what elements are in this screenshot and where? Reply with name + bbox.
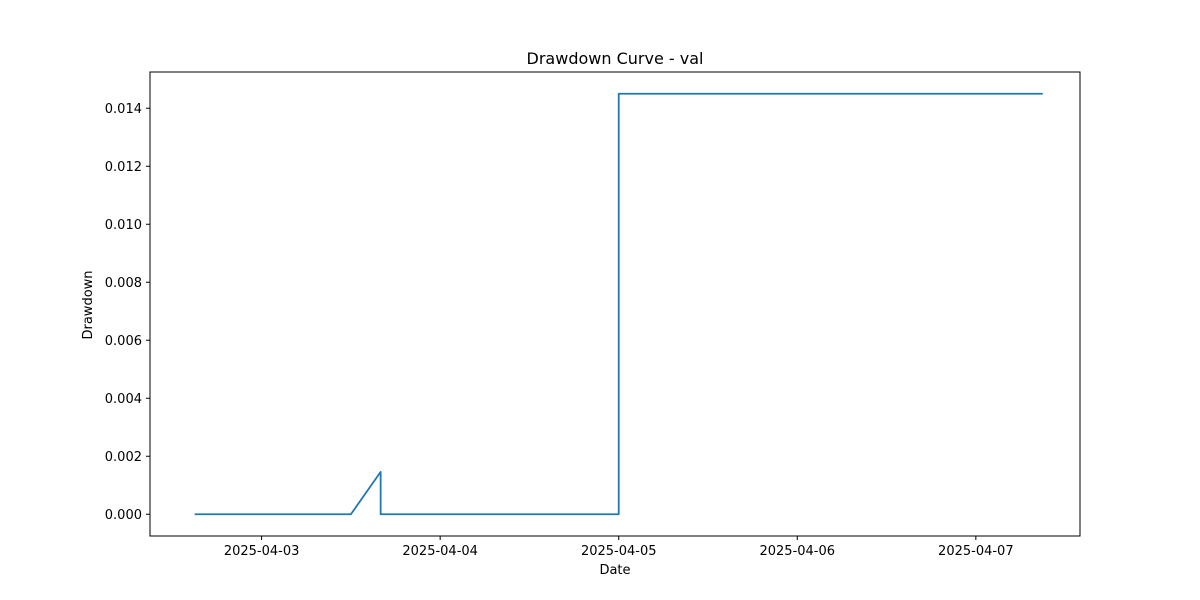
x-axis-label: Date bbox=[599, 563, 630, 578]
y-axis-label: Drawdown bbox=[81, 270, 96, 339]
y-tick-label: 0.012 bbox=[105, 160, 142, 175]
chart-title: Drawdown Curve - val bbox=[527, 49, 704, 68]
y-tick-label: 0.008 bbox=[105, 276, 142, 291]
x-tick-label: 2025-04-05 bbox=[581, 544, 657, 559]
y-axis-ticks: 0.000 0.002 0.004 0.006 0.008 0.010 0.012 0.014 bbox=[105, 102, 150, 523]
y-tick-label: 0.004 bbox=[105, 392, 142, 407]
series-line-0 bbox=[194, 92, 1043, 516]
x-tick-label: 2025-04-07 bbox=[938, 544, 1014, 559]
x-tick-label: 2025-04-06 bbox=[759, 544, 835, 559]
plot-frame bbox=[149, 71, 1081, 537]
y-tick-label: 0.014 bbox=[105, 102, 142, 117]
x-tick-label: 2025-04-03 bbox=[224, 544, 300, 559]
y-tick-label: 0.002 bbox=[105, 450, 142, 465]
series-layer bbox=[194, 92, 1043, 516]
y-tick-label: 0.006 bbox=[105, 334, 142, 349]
x-tick-label: 2025-04-04 bbox=[402, 544, 478, 559]
x-axis-ticks: 2025-04-03 2025-04-04 2025-04-05 2025-04-06… bbox=[224, 536, 1014, 559]
y-tick-label: 0.010 bbox=[105, 218, 142, 233]
y-tick-label: 0.000 bbox=[105, 508, 142, 523]
